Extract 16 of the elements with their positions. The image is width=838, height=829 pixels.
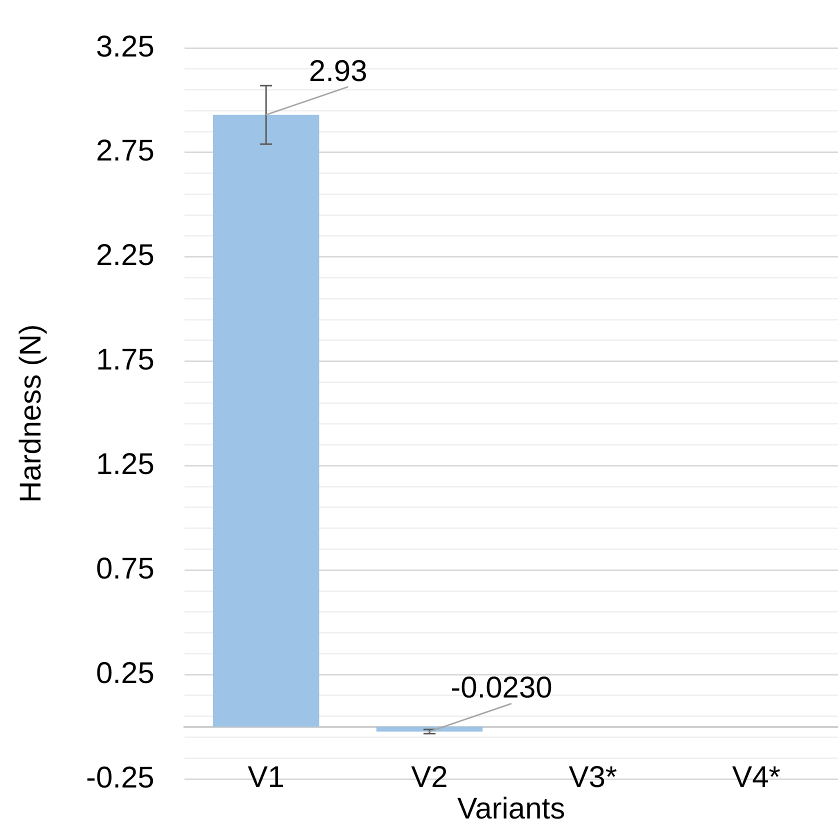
y-tick-label: 0.25: [96, 656, 154, 690]
data-label: -0.0230: [450, 672, 552, 705]
y-axis-title: Hardness (N): [14, 324, 48, 503]
y-tick-label: 3.25: [96, 30, 154, 64]
x-axis-title: Variants: [457, 792, 566, 826]
y-tick-label: -0.25: [86, 761, 154, 794]
y-tick-label: 0.75: [96, 552, 154, 586]
x-tick-label: V3*: [568, 761, 618, 794]
y-tick-label: 2.25: [96, 239, 154, 272]
x-tick-label: V4*: [732, 761, 781, 794]
x-tick-label: V1: [248, 761, 284, 794]
x-tick-label: V2: [411, 761, 448, 794]
data-label: 2.93: [308, 54, 368, 88]
y-tick-label: 1.25: [96, 448, 154, 481]
y-tick-label: 2.75: [96, 134, 154, 168]
y-tick-label: 1.75: [96, 344, 154, 377]
